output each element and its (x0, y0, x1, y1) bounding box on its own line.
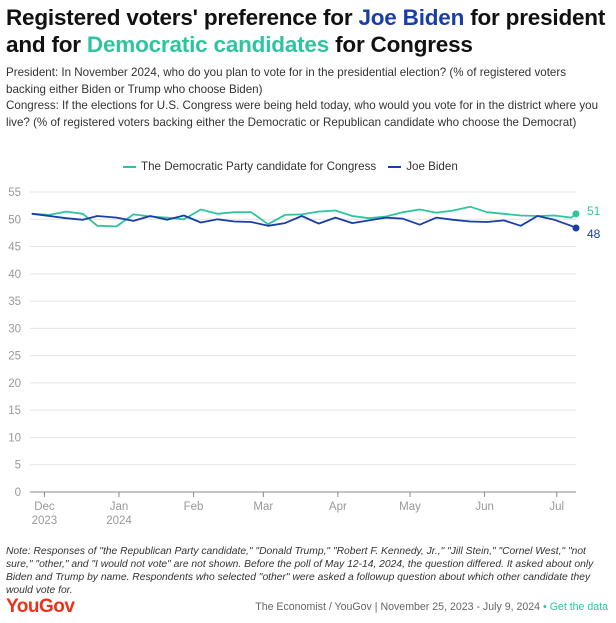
y-tick-label: 20 (8, 378, 21, 390)
title-biden: Joe Biden (358, 5, 465, 30)
y-tick-label: 45 (8, 242, 21, 254)
footer-source: The Economist / YouGov | November 25, 20… (255, 601, 608, 613)
legend-swatch-democratic (123, 165, 136, 168)
series-end-point-democratic (572, 210, 580, 218)
legend-label-democratic: The Democratic Party candidate for Congr… (141, 160, 377, 173)
y-tick-label: 10 (8, 432, 21, 444)
chart-legend: The Democratic Party candidate for Congr… (123, 160, 470, 173)
legend-swatch-biden (388, 165, 402, 168)
yougov-logo: YouGov (6, 596, 75, 617)
title-part-2: for president and for (6, 5, 606, 57)
y-tick-label: 25 (8, 351, 21, 363)
title-part-1: Registered voters' preference for (6, 5, 359, 30)
subtitle-president: President: In November 2024, who do you … (6, 66, 567, 96)
source-bullet: • (543, 601, 547, 613)
x-tick-label: Jan (110, 501, 129, 513)
y-tick-label: 0 (15, 487, 21, 499)
legend-item-democratic: The Democratic Party candidate for Congr… (123, 160, 376, 173)
legend-item-biden: Joe Biden (388, 160, 458, 173)
y-tick-label: 40 (8, 269, 21, 281)
source-text: The Economist / YouGov | November 25, 20… (255, 601, 541, 613)
title-democratic-candidates: Democratic candidates (86, 32, 330, 57)
x-tick-label: Feb (184, 501, 204, 513)
y-tick-label: 15 (8, 405, 21, 417)
x-tick-label: Jul (549, 501, 564, 513)
y-tick-label: 35 (8, 296, 21, 308)
chart-subtitle: President: In November 2024, who do you … (6, 65, 606, 131)
chart-note: Note: Responses of "the Republican Party… (6, 546, 594, 596)
x-tick-label: Dec (34, 501, 55, 513)
y-tick-label: 30 (8, 323, 21, 335)
x-tick-label: May (399, 501, 421, 513)
get-the-data-link[interactable]: Get the data (549, 601, 608, 613)
series-end-label-democratic: 51 (587, 204, 601, 218)
subtitle-congress: Congress: If the elections for U.S. Cong… (6, 99, 599, 129)
series-line-democratic (31, 205, 577, 228)
grid-layer (30, 191, 576, 497)
x-tick-year-label: 2023 (32, 515, 58, 527)
y-tick-label: 50 (8, 214, 21, 226)
series-end-label-biden: 48 (587, 227, 601, 241)
line-chart: 0 5 10 15 20 25 30 35 40 45 50 55 Dec 2023 Jan 2024 Feb M… (8, 187, 600, 527)
series-line-biden (31, 212, 577, 229)
title-part-3: for Congress (329, 32, 473, 57)
x-tick-label: Mar (253, 501, 273, 513)
series-layer (31, 205, 580, 232)
x-tick-label: Jun (475, 501, 494, 513)
x-tick-label: Apr (329, 501, 347, 513)
series-end-point-biden (572, 224, 580, 232)
y-tick-label: 5 (15, 460, 21, 472)
x-tick-year-label: 2024 (106, 515, 132, 527)
label-layer: 0 5 10 15 20 25 30 35 40 45 50 55 Dec 2023 Jan 2024 Feb M… (8, 187, 600, 527)
y-tick-label: 55 (8, 187, 21, 199)
legend-label-biden: Joe Biden (406, 160, 458, 173)
chart-title: Registered voters' preference for Joe Bi… (6, 4, 610, 58)
